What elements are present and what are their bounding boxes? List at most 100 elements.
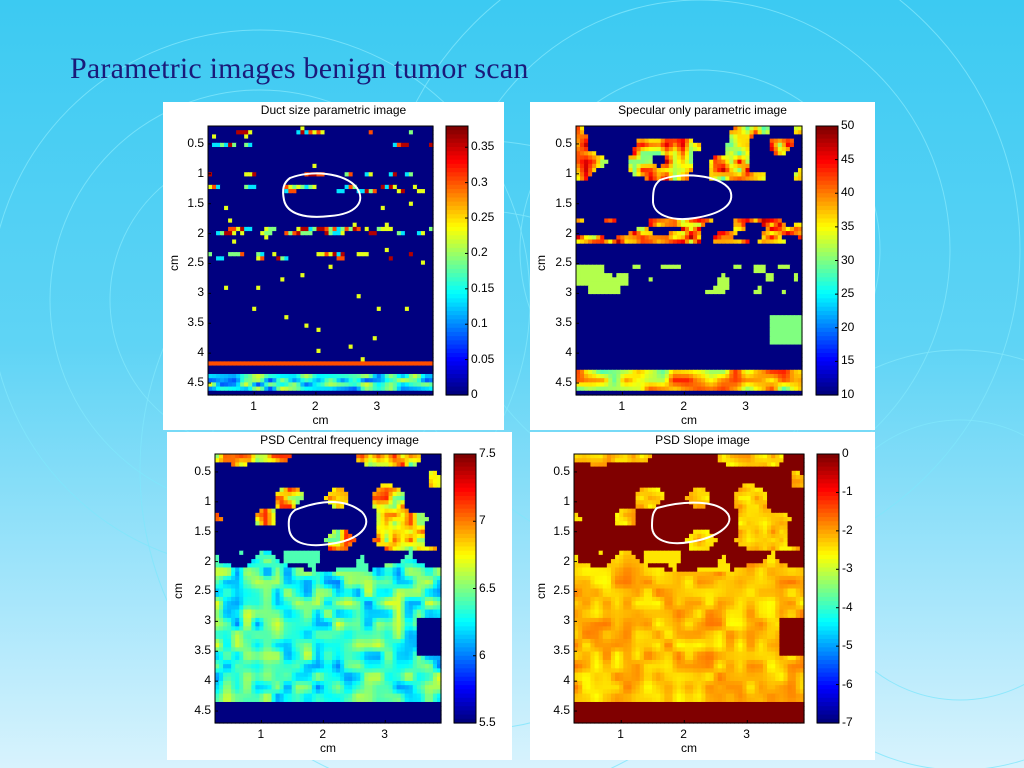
colorbar-tick-label: 0.1 [471,316,488,331]
tumor-roi-outline [651,174,733,220]
colorbar-tick-label: 45 [841,151,855,166]
x-tick-label: 2 [680,399,688,413]
x-axis-label: cm [320,741,336,755]
panel-title: Specular only parametric image [618,103,787,117]
y-tick-label: 1.5 [553,523,570,538]
y-tick-label: 2.5 [194,583,211,598]
y-axis-label: cm [534,582,548,599]
panel-title: PSD Central frequency image [260,433,419,447]
y-tick-label: 1.5 [555,195,572,210]
y-tick-label: 4.5 [194,703,211,718]
colorbar-tick-label: 50 [841,118,855,132]
axes-frame [207,125,434,396]
tumor-roi-outline [287,501,368,547]
y-tick-label: 3 [204,613,211,628]
y-tick-label: 2 [565,225,572,240]
y-tick-label: 0.5 [187,135,204,150]
parametric-image-svg [214,453,477,724]
x-tick-label: 1 [250,399,257,413]
colorbar-tick-label: -3 [842,561,853,576]
slide-title: Parametric images benign tumor scan [70,52,529,85]
colorbar-tick-label: 0.35 [471,139,495,154]
parametric-image [215,454,442,724]
x-tick-label: 3 [381,727,388,741]
colorbar-tick-label: 0 [471,387,478,401]
parametric-image [576,126,803,396]
y-tick-label: 2 [197,225,204,240]
colorbar-tick-label: 15 [841,353,855,368]
y-tick-label: 3.5 [187,315,204,330]
colorbar [817,454,839,724]
x-tick-label: 3 [743,727,750,741]
colorbar-tick-label: -6 [842,676,853,691]
y-tick-label: 2.5 [555,255,572,270]
y-tick-label: 3 [197,285,204,300]
colorbar-tick-label: 10 [841,387,855,401]
tumor-roi-outline [650,501,731,545]
colorbar-tick-label: -5 [842,638,853,653]
colorbar-tick-label: 35 [841,218,855,233]
parametric-image [208,126,434,396]
y-tick-label: 3.5 [553,643,570,658]
colorbar-tick-label: 5.5 [479,715,496,729]
psd-central-frequency-panel: PSD Central frequency image 0.5 1 1.5 2 2.5 3 3… [167,432,512,760]
psd-slope-panel: PSD Slope image 0.5 1 1.5 2 2.5 3 3.5 4 4.5 1 2 3 0 -1… [530,432,875,760]
colorbar-tick-label: 20 [841,319,855,334]
x-axis-label: cm [681,413,697,427]
y-tick-label: 1 [563,493,570,508]
colorbar-tick-label: -2 [842,522,853,537]
y-tick-label: 4.5 [187,375,204,390]
y-tick-label: 3 [563,613,570,628]
colorbar [816,126,838,396]
x-tick-label: 1 [618,399,626,413]
x-tick-label: 2 [680,727,687,741]
y-tick-label: 2 [204,553,211,568]
y-tick-label: 3.5 [555,315,572,330]
y-tick-label: 4.5 [553,703,570,718]
colorbar-tick-label: 7.5 [479,446,496,460]
colorbar-tick-label: 30 [841,252,855,267]
x-tick-label: 3 [742,399,749,413]
colorbar-tick-label: -7 [842,715,853,729]
y-tick-label: 1.5 [187,195,204,210]
colorbar-frame [816,453,840,724]
colorbar-tick-label: 0.05 [471,351,495,366]
colorbar-tick-label: 0 [842,446,849,460]
panel-title: PSD Slope image [655,433,750,447]
axes-frame [214,453,442,724]
colorbar-tick-label: 0.2 [471,245,488,260]
parametric-image-svg [207,125,469,396]
x-axis-label: cm [681,741,697,755]
y-tick-label: 1 [197,165,204,180]
axes-frame [575,125,803,396]
axes-frame [573,453,805,724]
colorbar-tick-label: 6 [479,647,486,662]
y-tick-label: 4 [563,673,570,688]
colorbar [446,126,468,396]
panel-title: Duct size parametric image [260,103,407,117]
y-tick-label: 0.5 [194,463,211,478]
colorbar-tick-label: -4 [842,599,853,614]
x-axis-label: cm [312,413,329,427]
x-tick-label: 3 [373,399,381,413]
x-tick-label: 1 [617,727,624,741]
y-tick-label: 0.5 [555,135,572,150]
colorbar-tick-label: 0.3 [471,174,488,189]
colorbar [454,454,476,724]
colorbar-tick-label: 7 [479,513,486,528]
y-tick-label: 4 [565,345,572,360]
parametric-image [574,454,805,724]
y-tick-label: 4.5 [555,375,572,390]
colorbar-tick-label: -1 [842,484,853,499]
colorbar-tick-label: 40 [841,185,855,200]
background-ring [519,69,881,431]
y-tick-label: 1.5 [194,523,211,538]
colorbar-tick-label: 0.25 [471,210,495,225]
y-tick-label: 4 [197,345,204,360]
y-axis-label: cm [171,582,185,599]
y-tick-label: 3.5 [194,643,211,658]
y-axis-label: cm [167,254,181,271]
colorbar-tick-label: 6.5 [479,580,496,595]
y-tick-label: 2.5 [553,583,570,598]
x-tick-label: 2 [319,727,327,741]
